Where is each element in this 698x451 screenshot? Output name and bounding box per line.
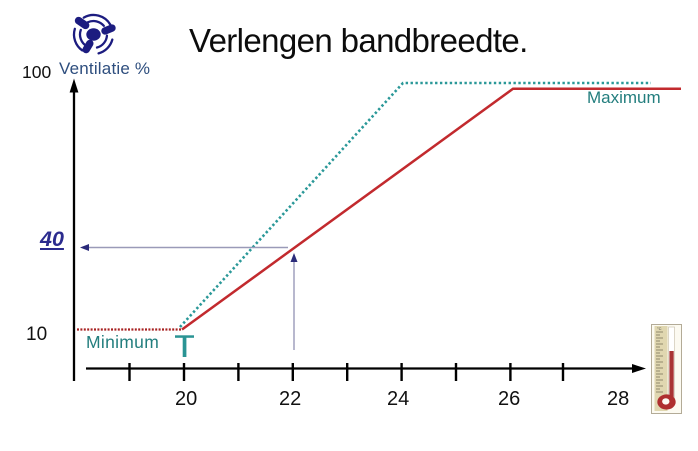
svg-text:°C: °C [657, 326, 662, 331]
